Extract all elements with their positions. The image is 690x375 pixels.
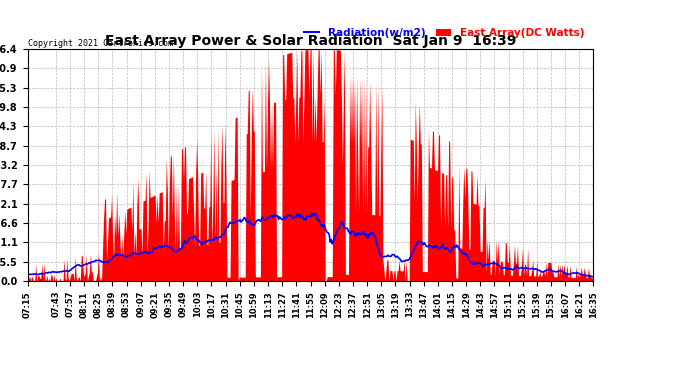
Legend: Radiation(w/m2), East Array(DC Watts): Radiation(w/m2), East Array(DC Watts)	[299, 24, 588, 42]
Text: Copyright 2021 Cartronics.com: Copyright 2021 Cartronics.com	[28, 39, 172, 48]
Title: East Array Power & Solar Radiation  Sat Jan 9  16:39: East Array Power & Solar Radiation Sat J…	[105, 34, 516, 48]
